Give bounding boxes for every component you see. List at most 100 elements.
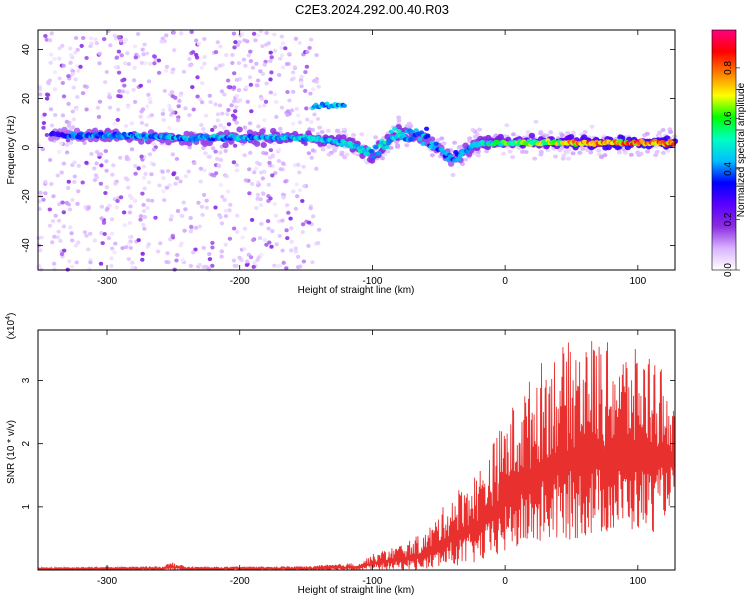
heatmap-cell [116,35,122,39]
heatmap-cell [147,152,153,157]
heatmap-cell [74,107,79,112]
heatmap-cell [657,134,663,139]
heatmap-cell [93,37,98,42]
heatmap-cell [245,99,250,104]
heatmap-cell [88,44,93,49]
heatmap-cell [130,265,135,270]
heatmap-cell [94,41,100,46]
heatmap-cell [107,105,113,110]
heatmap-cell [588,150,594,155]
heatmap-cell [68,46,73,51]
heatmap-cell [243,178,249,183]
heatmap-cell [307,45,312,50]
heatmap-cell [164,33,169,38]
heatmap-cell [144,51,150,56]
heatmap-cell [308,206,313,211]
heatmap-cell [213,205,218,210]
heatmap-cell [233,115,238,120]
heatmap-cell [133,198,138,203]
heatmap-cell [285,113,290,117]
heatmap-cell [236,61,242,66]
heatmap-cell [396,118,402,123]
heatmap-cell [570,151,576,156]
heatmap-cell [181,200,186,205]
heatmap-cell [501,151,507,156]
heatmap-cell [250,65,256,70]
heatmap-cell [50,240,55,245]
heatmap-cell [204,198,209,203]
heatmap-cell [202,55,207,59]
heatmap-cell [120,246,125,251]
heatmap-cell [126,242,132,246]
heatmap-cell [146,242,151,247]
heatmap-cell [207,93,212,98]
colorbar-ticks: 0.0 0.2 0.4 0.6 0.8 [723,61,740,277]
heatmap-cell [231,226,237,231]
heatmap-cell [259,221,264,226]
heatmap-cell [118,195,124,200]
heatmap-cell [287,98,292,103]
heatmap-cell [123,123,129,128]
heatmap-cell [112,33,118,38]
heatmap-cell [280,248,285,253]
heatmap-cell [342,155,348,160]
colorbar-label: Normalized spectral amplitude [736,82,747,217]
heatmap-cell [141,202,146,207]
heatmap-cell [319,130,325,134]
heatmap-cell [168,237,173,242]
heatmap-cell [244,263,250,267]
heatmap-cell [219,249,225,254]
heatmap-cell [268,148,274,153]
heatmap-cell [277,73,282,77]
heatmap-cell [268,50,273,55]
heatmap-cell [47,38,53,43]
snr-x-ticks: -300 -200 -100 0 100 [97,330,647,587]
heatmap-cell [219,221,225,226]
heatmap-cell [324,101,330,106]
spectrogram-x-axis-label: Height of straight line (km) [298,285,415,296]
heatmap-cell [237,98,243,103]
heatmap-cell [139,60,145,65]
heatmap-cell [58,141,64,146]
heatmap-cell [300,222,306,227]
heatmap-cell [125,90,130,95]
heatmap-cell [88,260,93,265]
heatmap-cell [164,185,170,190]
heatmap-cell [616,150,622,155]
heatmap-cell [245,259,250,264]
heatmap-cell [253,140,261,147]
heatmap-cell [70,125,76,130]
heatmap-cell [246,129,254,136]
heatmap-cell [127,235,133,240]
heatmap-cell [139,120,145,125]
heatmap-cell [470,128,476,132]
heatmap-cell [279,53,285,58]
heatmap-cell [183,207,188,212]
heatmap-cell [310,148,316,153]
heatmap-cell [191,250,196,255]
heatmap-cell [218,123,223,128]
heatmap-cell [170,152,175,157]
heatmap-cell [113,181,118,186]
heatmap-cell [112,250,117,255]
heatmap-cell [257,236,263,241]
heatmap-cell [213,102,218,107]
heatmap-cell [148,61,153,66]
heatmap-cell [262,118,267,122]
heatmap-cell [224,174,229,179]
heatmap-cell [504,123,510,128]
heatmap-cell [70,72,76,76]
heatmap-cell [165,251,170,256]
heatmap-cell [76,163,82,168]
heatmap-cell [47,158,53,162]
heatmap-cell [369,149,375,154]
heatmap-cell [213,171,219,176]
heatmap-cell [242,153,247,158]
heatmap-cell [380,156,385,161]
heatmap-cell [283,179,288,184]
heatmap-cell [305,50,310,54]
heatmap-cell [244,85,249,90]
heatmap-cell [68,140,74,145]
heatmap-cell [299,80,304,85]
